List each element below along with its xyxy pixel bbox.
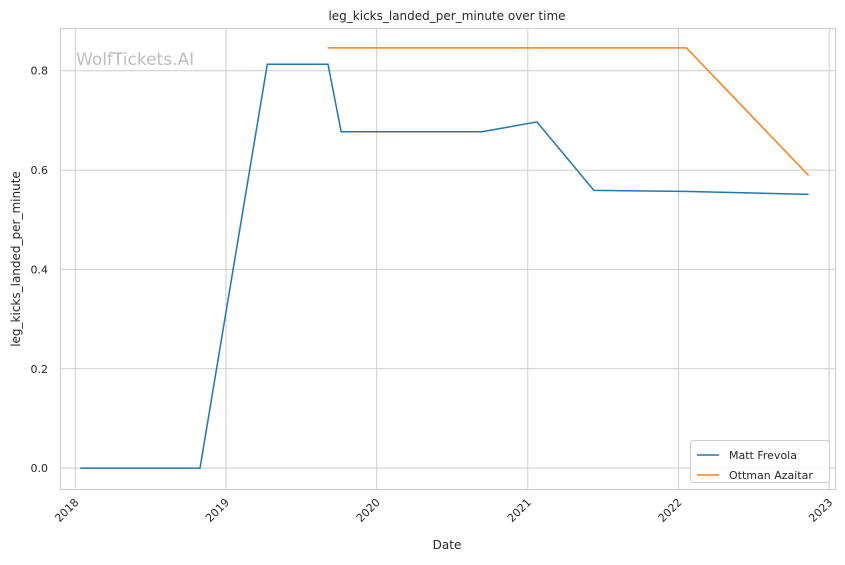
legend: Matt Frevola Ottman Azaitar (690, 440, 830, 483)
x-tick-label: 2018 (52, 496, 81, 525)
y-tick-label: 0.8 (31, 65, 49, 78)
series-line-matt-frevola (80, 63, 809, 469)
y-tick-label: 0.6 (31, 164, 49, 177)
legend-box (690, 440, 830, 483)
x-tick-label: 2022 (656, 496, 685, 525)
plot-frame (60, 28, 836, 490)
y-tick-label: 0.2 (31, 363, 49, 376)
x-tick-label: 2021 (505, 496, 534, 525)
x-tick-label: 2019 (203, 496, 232, 525)
y-tick-label: 0.0 (31, 462, 49, 475)
series-line-ottman-azaitar (328, 47, 810, 177)
x-tick-label: 2023 (806, 496, 835, 525)
series-group (80, 47, 810, 469)
chart-title: leg_kicks_landed_per_minute over time (328, 9, 565, 23)
x-tick-label: 2020 (354, 496, 383, 525)
y-tick-label: 0.4 (31, 263, 49, 276)
x-axis-label: Date (433, 538, 462, 552)
legend-label: Ottman Azaitar (729, 469, 813, 482)
watermark: WolfTickets.AI (76, 50, 194, 70)
y-axis-label: leg_kicks_landed_per_minute (9, 171, 23, 347)
grid (60, 28, 835, 489)
legend-label: Matt Frevola (729, 449, 797, 462)
